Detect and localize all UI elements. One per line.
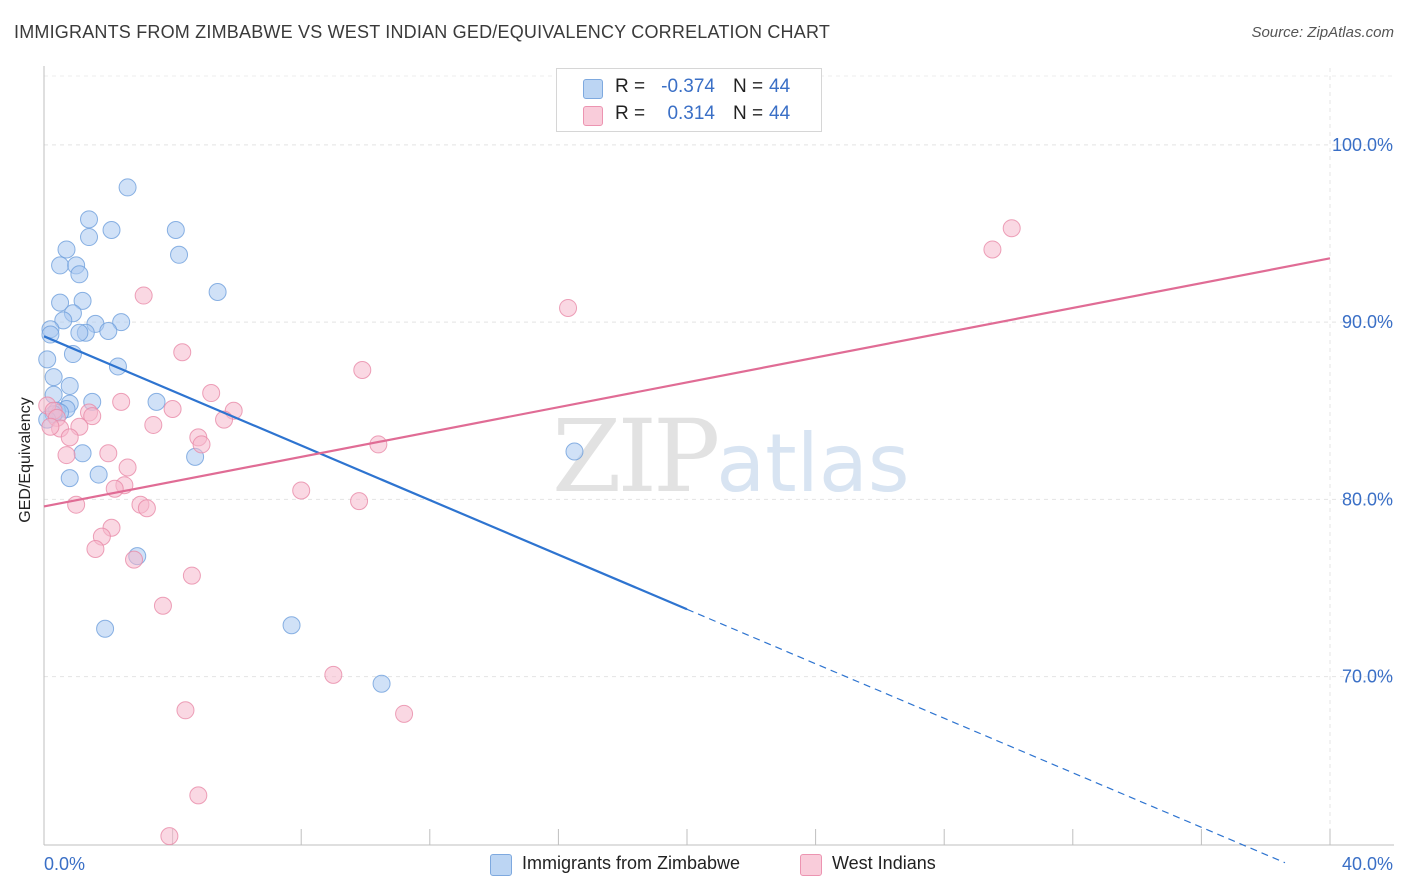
west-indians-point	[137, 499, 156, 518]
zimbabwe-point	[89, 465, 108, 484]
zimbabwe-point	[96, 619, 115, 638]
zimbabwe-point	[70, 323, 89, 342]
west-indians-point	[202, 384, 221, 403]
series-swatch-zimbabwe	[490, 854, 512, 876]
zimbabwe-point	[99, 322, 118, 340]
legend-r-label: R =	[615, 103, 646, 124]
watermark-atlas: atlas	[716, 417, 910, 510]
legend-r-label: R =	[615, 76, 646, 97]
west-indians-point	[1002, 219, 1021, 238]
zimbabwe-point	[51, 256, 70, 275]
zimbabwe-point	[170, 245, 189, 264]
west-indians-point	[350, 492, 369, 511]
west-indians-point	[41, 417, 60, 436]
west-indians-point	[112, 392, 131, 411]
legend-n-label: N =	[733, 76, 764, 97]
west-indians-point	[125, 550, 144, 569]
west-indians-point	[182, 566, 201, 585]
zimbabwe-point	[41, 325, 60, 344]
west-indians-point	[559, 298, 578, 317]
zimbabwe-point	[108, 357, 127, 376]
west-indians-point	[118, 458, 137, 477]
west-indians-point	[292, 481, 311, 500]
west-indians-point	[160, 827, 179, 846]
zimbabwe-point	[54, 311, 73, 330]
legend-r-value: 0.314	[667, 103, 715, 124]
y-tick-label: 80.0%	[1342, 489, 1393, 509]
zimbabwe-point	[60, 469, 79, 488]
zimbabwe-point	[44, 368, 63, 387]
zimbabwe-point	[73, 291, 92, 310]
y-axis-label-wrap: GED/Equivalency	[6, 300, 46, 620]
zimbabwe-point	[60, 376, 79, 395]
west-indians-point	[57, 446, 76, 465]
y-tick-label: 90.0%	[1342, 312, 1393, 332]
west-indians-point	[134, 286, 153, 305]
zimbabwe-point	[51, 293, 70, 312]
west-indians-point	[144, 415, 163, 434]
zimbabwe-point	[112, 313, 131, 332]
west-indians-point	[176, 701, 195, 720]
west-indians-point	[395, 704, 414, 723]
y-axis-label: GED/Equivalency	[17, 397, 34, 523]
zimbabwe-point	[372, 674, 391, 693]
axes	[43, 66, 1394, 846]
legend-swatch-west-indians	[583, 106, 603, 126]
data-points	[38, 178, 1021, 846]
zimbabwe-trend-extension	[686, 608, 1286, 864]
legend-r-value: -0.374	[661, 76, 715, 97]
west-indians-point	[99, 444, 118, 463]
west-indians-point	[83, 407, 102, 426]
source-label: Source: ZipAtlas.com	[1251, 24, 1394, 41]
zimbabwe-point	[80, 210, 99, 229]
zimbabwe-trend-line	[43, 335, 688, 611]
trend-lines	[43, 257, 1331, 864]
zimbabwe-point	[80, 228, 99, 247]
legend-swatch-zimbabwe	[583, 79, 603, 99]
west-indians-point	[163, 399, 182, 418]
tick-labels: 70.0% 80.0% 90.0% 100.0% 0.0% 40.0%	[44, 135, 1393, 874]
x-tick-label: 40.0%	[1342, 854, 1393, 874]
legend-n-label: N =	[733, 103, 764, 124]
zimbabwe-point	[282, 616, 301, 635]
zimbabwe-point	[565, 442, 584, 461]
legend-row-west-indians: R = 0.314 N = 44	[557, 102, 821, 128]
y-tick-label: 100.0%	[1332, 135, 1393, 155]
series-label-zimbabwe: Immigrants from Zimbabwe	[522, 853, 741, 873]
zimbabwe-point	[38, 350, 57, 369]
west-indians-point	[324, 665, 343, 684]
series-label-west-indians: West Indians	[832, 853, 936, 873]
west-indians-point	[189, 786, 208, 805]
zimbabwe-point	[208, 283, 227, 302]
west-indians-point	[173, 343, 192, 362]
west-indians-point	[983, 240, 1002, 259]
y-tick-label: 70.0%	[1342, 667, 1393, 687]
zimbabwe-point	[166, 220, 185, 239]
west-indians-point	[153, 596, 172, 615]
zimbabwe-point	[147, 392, 166, 411]
zimbabwe-point	[57, 240, 76, 259]
series-swatch-west-indians	[800, 854, 822, 876]
correlation-legend: R = -0.374 N = 44 R = 0.314 N = 44	[556, 68, 822, 132]
west-indians-point	[353, 360, 372, 379]
grid-lines	[44, 68, 1394, 845]
zimbabwe-point	[70, 265, 89, 284]
zimbabwe-point	[102, 220, 121, 239]
zimbabwe-point	[118, 178, 137, 197]
west-indians-point	[60, 428, 79, 447]
legend-row-zimbabwe: R = -0.374 N = 44	[557, 75, 821, 101]
chart-title: IMMIGRANTS FROM ZIMBABWE VS WEST INDIAN …	[14, 22, 831, 42]
legend-n-value: 44	[769, 76, 791, 97]
legend-n-value: 44	[769, 103, 791, 124]
west-indians-point	[369, 435, 388, 454]
west-indians-point	[192, 435, 211, 454]
west-indians-point	[86, 540, 105, 559]
west-indians-trend-line	[43, 257, 1331, 508]
x-tick-label: 0.0%	[44, 854, 85, 874]
zimbabwe-point	[73, 444, 92, 463]
